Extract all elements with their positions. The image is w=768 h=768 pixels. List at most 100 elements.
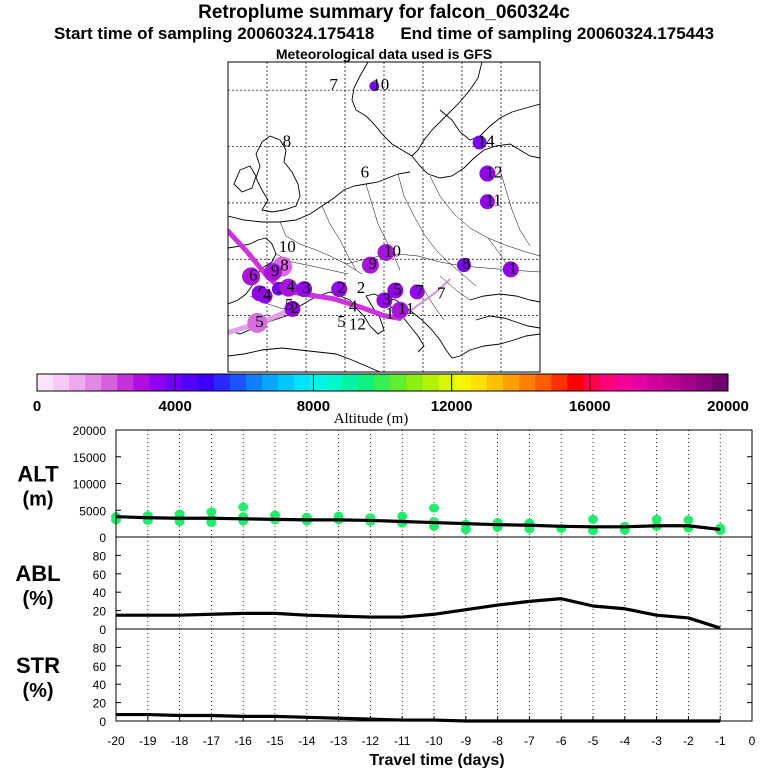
plume-marker-label: 2 <box>337 278 346 297</box>
altitude-scatter-point <box>588 514 598 524</box>
x-axis-label: Travel time (days) <box>369 752 504 768</box>
plume-marker-label: 11 <box>485 191 501 210</box>
colorbar-swatch <box>37 374 54 391</box>
plume-marker-label: 9 <box>368 254 377 273</box>
colorbar-swatch <box>422 374 440 391</box>
x-tick-label: -6 <box>556 734 567 748</box>
plume-marker-label: 7 <box>437 284 446 303</box>
north-africa-coast <box>228 347 381 372</box>
border-5 <box>429 175 540 257</box>
plume-markers: 7108146121110109818962432257647342511155… <box>242 75 519 334</box>
plume-marker-dot <box>369 81 380 92</box>
colorbar-tick-label: 0 <box>33 398 41 415</box>
plume-marker-label: 10 <box>384 241 401 260</box>
plume-marker-label: 6 <box>361 163 370 182</box>
colorbar-swatch <box>438 374 456 391</box>
map-background <box>228 62 540 372</box>
turkey-coast <box>475 315 540 329</box>
plume-marker-label: 3 <box>382 289 391 308</box>
x-tick-label: -15 <box>266 734 284 748</box>
plume-marker-dot <box>257 288 273 304</box>
plume-marker-dot <box>279 278 298 297</box>
plume-marker-label: 12 <box>349 315 366 334</box>
end-time-label: End time of sampling 20060324.175443 <box>400 24 715 43</box>
colorbar-swatch <box>695 374 713 391</box>
y-tick-label: 10000 <box>73 478 107 492</box>
y-axis-unit: (%) <box>22 588 53 610</box>
plume-marker-dot <box>457 258 471 273</box>
colorbar-swatch <box>486 374 504 391</box>
altitude-scatter-point <box>206 518 217 528</box>
colorbar-swatch <box>519 374 536 391</box>
y-axis-unit: (%) <box>22 680 53 702</box>
plume-marker-label: 7 <box>329 75 338 94</box>
map-frame <box>227 61 541 373</box>
x-tick-label: -9 <box>460 734 471 748</box>
plume-marker-label: 8 <box>283 132 292 151</box>
colorbar-swatch <box>615 374 633 391</box>
plume-marker-label: 14 <box>478 132 496 151</box>
colorbar <box>36 373 729 392</box>
colorbar-swatch <box>149 374 167 391</box>
panel-frame <box>115 628 753 722</box>
y-tick-label: 60 <box>93 660 107 674</box>
plume-marker-dot <box>376 292 393 309</box>
colorbar-swatch <box>181 374 199 391</box>
series-line-abl <box>116 597 721 630</box>
sampling-times: Start time of sampling 20060324.175418 En… <box>0 24 768 44</box>
y-tick-label: 0 <box>99 623 106 637</box>
x-tick-label: -19 <box>139 734 157 748</box>
y-tick-label: 80 <box>93 549 107 563</box>
colorbar-swatch <box>69 374 86 391</box>
plume-marker-label: 10 <box>279 237 296 256</box>
x-tick-labels: -20 -19 -18 -17 -16 -15 -14 -13 -12 -11 -10 -9 -8 -7-… <box>107 716 756 748</box>
plume-marker-label: 12 <box>485 163 502 182</box>
ireland-coast <box>233 165 257 193</box>
plume-marker-label: 7 <box>415 281 424 300</box>
x-tick-label: -4 <box>619 734 630 748</box>
altitude-scatter-point <box>397 511 408 521</box>
x-tick-label: -3 <box>651 734 662 748</box>
chart-title: Retroplume summary for falcon_060324c <box>198 2 570 23</box>
y-tick-label: 40 <box>93 678 107 692</box>
y-tick-label: 15000 <box>73 451 107 465</box>
colorbar-swatch <box>679 374 697 391</box>
map-panel: 7108146121110109818962432257647342511155… <box>227 61 541 373</box>
plume-marker-label: 5 <box>337 312 346 331</box>
colorbar-swatch <box>663 374 681 391</box>
colorbar-swatch <box>503 374 520 391</box>
x-tick-label: -13 <box>330 734 348 748</box>
y-tick-label: 60 <box>93 568 107 582</box>
x-tick-label: -14 <box>298 734 316 748</box>
colorbar-swatch <box>294 374 311 391</box>
x-tick-label: -7 <box>524 734 535 748</box>
x-tick-label: -18 <box>171 734 189 748</box>
colorbar-swatch <box>245 374 263 391</box>
series-line-str <box>116 712 721 723</box>
y-tick-label: 0 <box>99 715 106 729</box>
plume-marker-label: 2 <box>357 278 366 297</box>
colorbar-swatch <box>535 374 552 391</box>
black-sea-coast <box>469 293 540 303</box>
time-series-panels: 20000150001000050000ALT(m)806040200ABL(%… <box>15 424 753 729</box>
colorbar-swatch <box>133 374 150 391</box>
colorbar-swatch <box>406 374 424 391</box>
panel-str: 80 60 40 20 0 STR(%) <box>16 628 753 729</box>
colorbar-swatch <box>358 374 375 391</box>
altitude-scatter-point <box>429 503 439 513</box>
altitude-scatter-point <box>683 515 694 525</box>
border-4 <box>397 173 477 287</box>
plume-marker-label: 11 <box>398 299 414 318</box>
colorbar-swatch <box>374 374 392 391</box>
plume-marker-dot <box>263 263 282 282</box>
x-tick-label: -11 <box>394 734 411 748</box>
colorbar-swatch <box>631 374 649 391</box>
map-content: 7108146121110109818962432257647342511155… <box>228 62 540 372</box>
colorbar-swatch <box>261 374 279 391</box>
colorbar-swatch <box>647 374 665 391</box>
plume-marker-label: 8 <box>280 256 289 275</box>
colorbar-swatch <box>567 374 584 391</box>
border-2 <box>321 205 357 271</box>
colorbar-swatch <box>229 374 247 391</box>
